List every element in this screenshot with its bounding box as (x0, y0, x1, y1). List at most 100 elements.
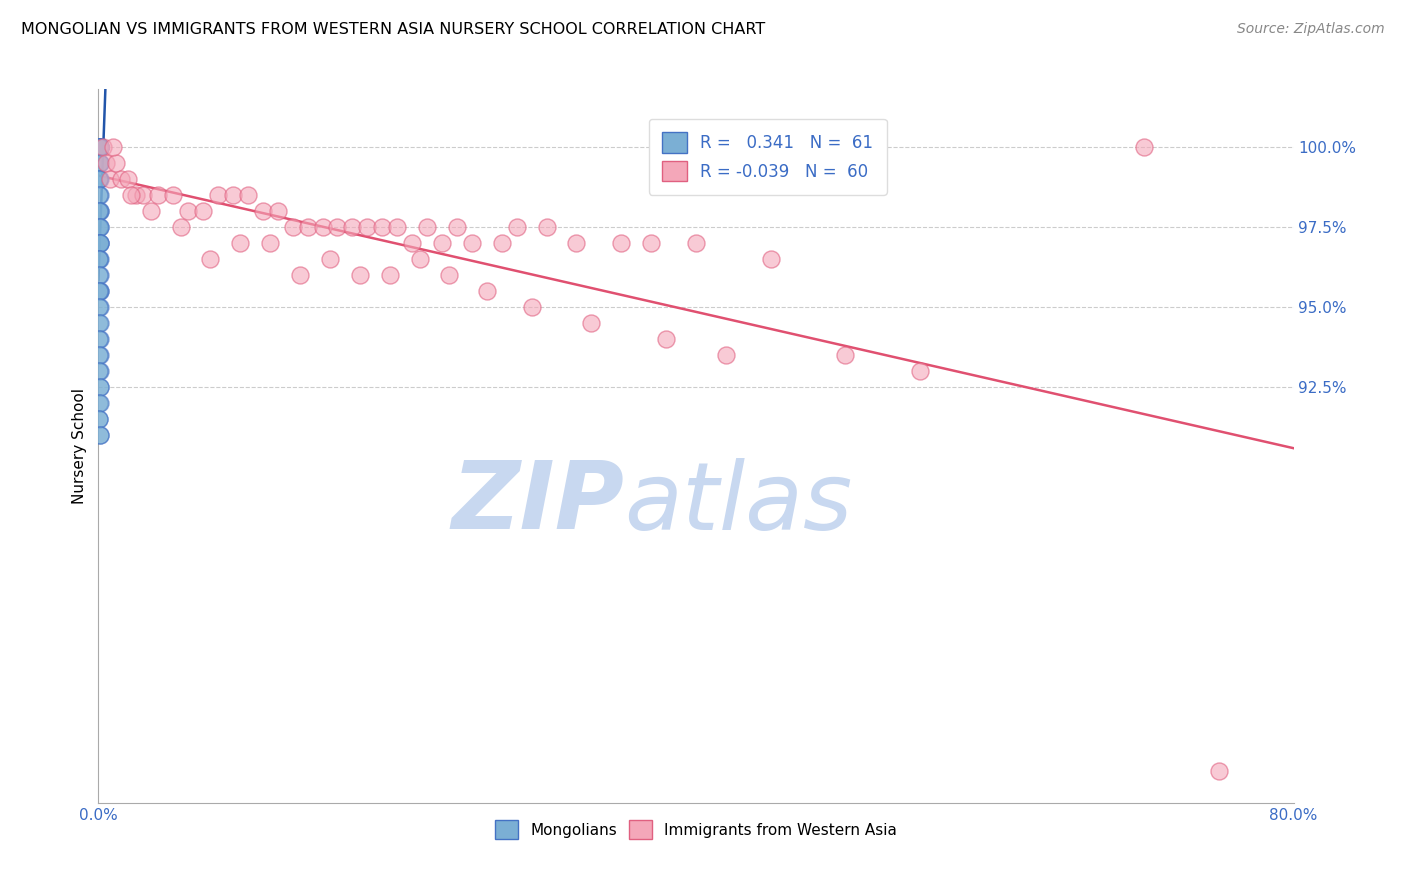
Point (475, 284, 498, 298)
Point (685, 235, 707, 250)
Point (655, 332, 678, 346)
Point (89, 140, 111, 154)
Point (342, 219, 364, 234)
Text: Source: ZipAtlas.com: Source: ZipAtlas.com (1237, 22, 1385, 37)
Point (89, 140, 111, 154)
Point (177, 203, 200, 218)
Point (89, 171, 111, 186)
Point (89, 316, 111, 330)
Point (89, 396, 111, 410)
Point (281, 219, 304, 234)
Point (834, 348, 856, 362)
Point (319, 252, 342, 266)
Point (89, 140, 111, 154)
Point (105, 156, 128, 170)
Point (356, 219, 378, 234)
Point (89, 284, 111, 298)
Point (89, 140, 111, 154)
Point (89, 203, 111, 218)
Point (89, 219, 111, 234)
Point (89, 235, 111, 250)
Point (1208, 764, 1230, 778)
Point (89, 140, 111, 154)
Point (94, 156, 117, 170)
Point (89, 187, 111, 202)
Point (162, 187, 184, 202)
Point (89, 171, 111, 186)
Point (89, 140, 111, 154)
Point (536, 219, 558, 234)
Point (326, 219, 349, 234)
Point (506, 219, 529, 234)
Point (89, 140, 111, 154)
Point (132, 187, 155, 202)
Point (120, 187, 142, 202)
Point (89, 380, 111, 394)
Point (89, 427, 111, 442)
Point (89, 140, 111, 154)
Point (378, 268, 401, 282)
Text: atlas: atlas (624, 458, 852, 549)
Point (222, 187, 245, 202)
Point (759, 252, 782, 266)
Point (89, 364, 111, 378)
Point (401, 235, 423, 250)
Point (446, 219, 468, 234)
Point (89, 140, 111, 154)
Point (139, 203, 162, 218)
Point (89, 412, 111, 426)
Point (259, 235, 281, 250)
Point (89, 252, 111, 266)
Point (1133, 140, 1156, 154)
Point (236, 187, 259, 202)
Point (89, 396, 111, 410)
Point (89, 140, 111, 154)
Point (311, 219, 333, 234)
Point (117, 171, 139, 186)
Point (89, 140, 111, 154)
Point (89, 300, 111, 314)
Point (288, 268, 311, 282)
Point (169, 219, 191, 234)
Point (148, 187, 170, 202)
Text: MONGOLIAN VS IMMIGRANTS FROM WESTERN ASIA NURSERY SCHOOL CORRELATION CHART: MONGOLIAN VS IMMIGRANTS FROM WESTERN ASI… (21, 22, 765, 37)
Point (89, 171, 111, 186)
Point (89, 412, 111, 426)
Point (89, 140, 111, 154)
Point (207, 187, 229, 202)
Point (408, 252, 430, 266)
Point (89, 316, 111, 330)
Point (89, 348, 111, 362)
Point (89, 156, 111, 170)
Text: ZIP: ZIP (451, 457, 624, 549)
Point (349, 268, 371, 282)
Point (430, 235, 453, 250)
Point (89, 235, 111, 250)
Point (110, 171, 132, 186)
Point (89, 203, 111, 218)
Point (252, 203, 274, 218)
Point (371, 219, 394, 234)
Point (89, 380, 111, 394)
Point (908, 364, 931, 378)
Point (416, 219, 439, 234)
Point (89, 427, 111, 442)
Point (89, 156, 111, 170)
Point (640, 235, 662, 250)
Point (520, 300, 543, 314)
Point (89, 156, 111, 170)
Point (89, 252, 111, 266)
Point (89, 252, 111, 266)
Point (89, 140, 111, 154)
Point (103, 140, 125, 154)
Point (200, 252, 222, 266)
Point (89, 203, 111, 218)
Legend: Mongolians, Immigrants from Western Asia: Mongolians, Immigrants from Western Asia (489, 814, 903, 845)
Point (610, 235, 633, 250)
Point (267, 203, 290, 218)
Point (89, 140, 111, 154)
Point (89, 140, 111, 154)
Point (89, 332, 111, 346)
Point (89, 187, 111, 202)
Point (91, 140, 114, 154)
